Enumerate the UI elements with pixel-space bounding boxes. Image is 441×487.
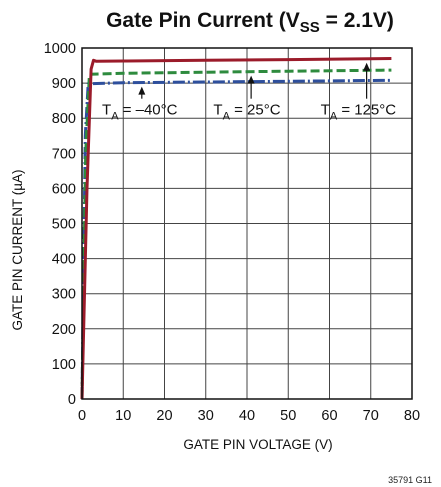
x-tick-label: 10	[115, 408, 131, 424]
annotation-arrowhead-2	[363, 62, 371, 71]
x-tick-label: 40	[239, 408, 255, 424]
grid	[81, 47, 413, 400]
y-tick-label: 300	[52, 287, 76, 303]
x-tick-label: 60	[321, 408, 337, 424]
chart-title-prefix: Gate Pin Current (V	[106, 9, 300, 32]
x-tick-label: 70	[363, 408, 379, 424]
y-tick-label: 200	[52, 322, 76, 338]
series-lines	[80, 57, 392, 400]
y-tick-label: 900	[52, 76, 76, 92]
figure-code: 35791 G11	[388, 475, 432, 485]
y-tick-label: 800	[52, 111, 76, 127]
y-tick-label: 700	[52, 146, 76, 162]
series-line-1	[80, 68, 392, 400]
annotation-arrowhead-0	[138, 86, 146, 95]
chart-title-suffix: = 2.1V)	[320, 9, 394, 32]
y-tick-labels: 0 100 200 300 400 500 600 700 800 900 1000	[44, 41, 76, 408]
x-tick-label: 50	[280, 408, 296, 424]
annotation-label-2: TA = 125°C	[321, 102, 397, 123]
x-tick-label: 20	[156, 408, 172, 424]
x-tick-label: 0	[78, 408, 86, 424]
x-tick-label: 30	[198, 408, 214, 424]
plot-frame	[81, 47, 413, 400]
annotation-label-0: TA = –40°C	[102, 102, 178, 123]
y-tick-label: 100	[52, 357, 76, 373]
y-tick-label: 600	[52, 181, 76, 197]
y-tick-label: 0	[68, 392, 76, 408]
chart-title: Gate Pin Current (VSS = 2.1V)	[106, 9, 394, 36]
series-annotations: TA = –40°C TA = 25°C TA = 125°C	[102, 62, 397, 123]
annotation-label-1: TA = 25°C	[213, 102, 280, 123]
y-tick-label: 1000	[44, 41, 76, 57]
y-axis-label: GATE PIN CURRENT (µA)	[10, 169, 25, 330]
annotation-arrowhead-1	[247, 75, 255, 84]
series-line-0	[80, 78, 392, 400]
chart-title-subscript: SS	[300, 19, 320, 36]
x-tick-label: 80	[404, 408, 420, 424]
y-tick-label: 400	[52, 252, 76, 268]
x-axis-label: GATE PIN VOLTAGE (V)	[183, 437, 332, 452]
y-tick-label: 500	[52, 217, 76, 233]
series-line-2	[80, 57, 392, 400]
x-tick-labels: 0 10 20 30 40 50 60 70 80	[78, 408, 420, 424]
